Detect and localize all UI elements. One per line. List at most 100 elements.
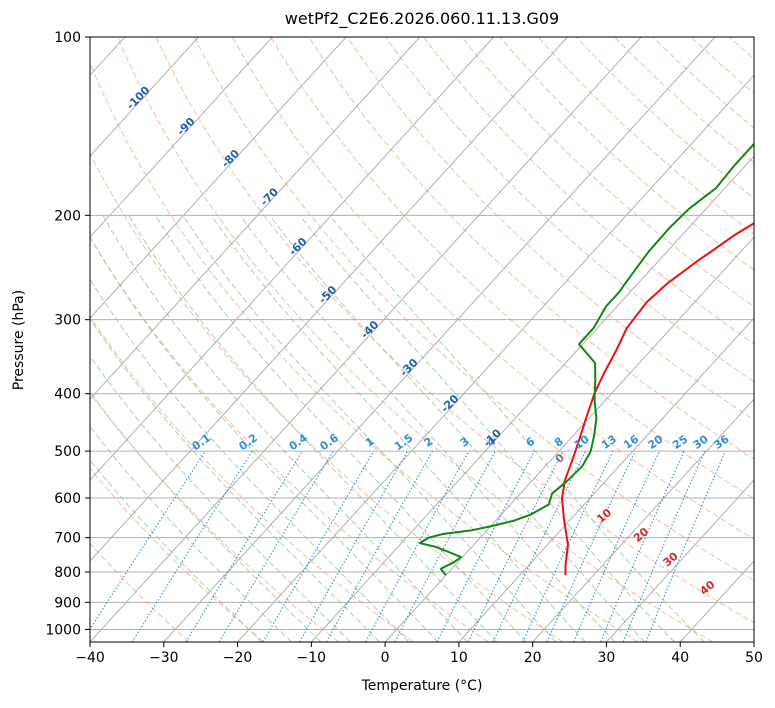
dry-adiabat-line (346, 37, 754, 421)
x-tick-label: 10 (450, 650, 468, 666)
y-tick-label: 300 (54, 313, 81, 329)
moist-adiabat-line (128, 215, 498, 642)
moist-adiabat-line (90, 278, 410, 642)
isotherm-label: -30 (397, 356, 420, 379)
x-tick-label: 20 (524, 650, 542, 666)
y-tick-label: 800 (54, 565, 81, 581)
dry-adiabat-line (90, 315, 414, 642)
moist-adiabat-line (154, 215, 527, 642)
mixing-ratio-label: 36 (712, 432, 732, 452)
dry-adiabat-line (90, 235, 489, 642)
dry-adiabat-line (90, 392, 339, 642)
isotherm-line (606, 479, 754, 642)
mixing-ratio-line (185, 450, 303, 642)
y-tick-label: 900 (54, 595, 81, 611)
isotherm-label: -60 (286, 235, 309, 258)
isotherm-line (90, 37, 273, 238)
isotherm-line (90, 37, 421, 400)
isotherm-line (384, 236, 754, 642)
moist-adiabat-line (299, 214, 675, 642)
moist-adiabat-line (90, 459, 263, 642)
isotherm-line (310, 155, 754, 642)
x-tick-label: −10 (297, 650, 327, 666)
mixing-ratio-line (546, 450, 636, 642)
mixing-ratio-line (467, 450, 564, 642)
isotherm-line (237, 74, 754, 642)
dry-adiabat-line (423, 37, 754, 345)
mixing-ratio-label: 1.5 (392, 431, 415, 453)
y-tick-label: 500 (54, 444, 81, 460)
isotherm-label: -20 (438, 392, 461, 415)
lcl-label: 40 (697, 578, 717, 598)
isotherm-label: -40 (358, 318, 381, 341)
isotherm-line (90, 37, 347, 319)
mixing-ratio-line (572, 450, 660, 642)
mixing-ratio-line (131, 450, 253, 642)
isotherm-label: -50 (316, 283, 339, 306)
isotherm-line (90, 37, 568, 562)
chart-title: wetPf2_C2E6.2026.060.11.13.G09 (284, 9, 560, 28)
isotherm-label: -80 (219, 147, 242, 170)
mixing-ratio-line (600, 450, 685, 642)
isotherm-label: -10 (481, 426, 504, 449)
moist-adiabat-line (239, 215, 616, 642)
mixing-ratio-label: 3 (458, 435, 472, 450)
mixing-ratio-line (218, 450, 334, 642)
y-tick-label: 600 (54, 491, 81, 507)
y-tick-label: 100 (54, 30, 81, 46)
x-axis-label: Temperature (°C) (361, 678, 483, 694)
dry-adiabat-line (690, 37, 754, 94)
mixing-ratio-line (492, 450, 587, 642)
mixing-ratio-label: 10 (572, 432, 592, 452)
lcl-label: 0 (553, 451, 567, 466)
dry-adiabat-line (90, 62, 639, 642)
mixing-ratio-line (325, 450, 433, 642)
x-tick-label: 30 (598, 650, 616, 666)
mixing-ratio-label: 16 (621, 432, 641, 452)
isotherm-line (163, 37, 716, 642)
dry-adiabat-line (193, 37, 754, 582)
x-tick-label: −40 (75, 650, 105, 666)
isotherm-line (458, 317, 754, 642)
mixing-ratio-line (622, 450, 706, 642)
mixing-ratio-label: 6 (523, 435, 537, 450)
y-tick-label: 200 (54, 208, 81, 224)
mixing-ratio-line (299, 450, 409, 642)
mixing-ratio-label: 0.6 (318, 431, 342, 453)
mixing-ratio-label: 13 (599, 433, 619, 452)
moist-adiabat-line (90, 236, 439, 642)
isotherm-line (0, 37, 51, 642)
y-tick-label: 1000 (45, 622, 81, 638)
dry-adiabat-line (90, 152, 564, 642)
lcl-label: 20 (631, 525, 651, 545)
mixing-ratio-line (645, 450, 727, 642)
mixing-ratio-label: 8 (552, 435, 566, 450)
mixing-ratio-line (522, 450, 614, 642)
dry-adiabat-line (270, 37, 754, 500)
moist-adiabat-line (329, 214, 705, 642)
x-tick-label: −20 (223, 650, 253, 666)
mixing-ratio-label: 25 (670, 433, 690, 452)
mixing-ratio-label: 2 (422, 435, 436, 450)
mixing-ratio-line (365, 450, 470, 642)
moist-adiabat-line (182, 215, 557, 642)
moist-adiabat-line (90, 425, 292, 642)
isotherm-line (90, 37, 199, 157)
temperature-profile-line (561, 222, 754, 576)
isotherm-label: -70 (258, 185, 281, 208)
isotherm-line (753, 641, 754, 642)
x-tick-label: 0 (381, 650, 390, 666)
dry-adiabat-line (576, 37, 754, 199)
isotherm-line (90, 37, 642, 642)
mixing-ratio-label: 0.4 (287, 431, 311, 453)
lcl-label: 10 (594, 506, 614, 526)
dry-adiabat-line (90, 542, 190, 642)
y-tick-label: 400 (54, 387, 81, 403)
x-tick-label: 50 (745, 650, 763, 666)
mixing-ratio-label: 20 (645, 432, 665, 452)
mixing-ratio-line (90, 450, 206, 631)
isotherm-label: -100 (124, 83, 153, 112)
mixing-ratio-label: 0.1 (190, 431, 213, 453)
dry-adiabat-line (384, 37, 754, 383)
